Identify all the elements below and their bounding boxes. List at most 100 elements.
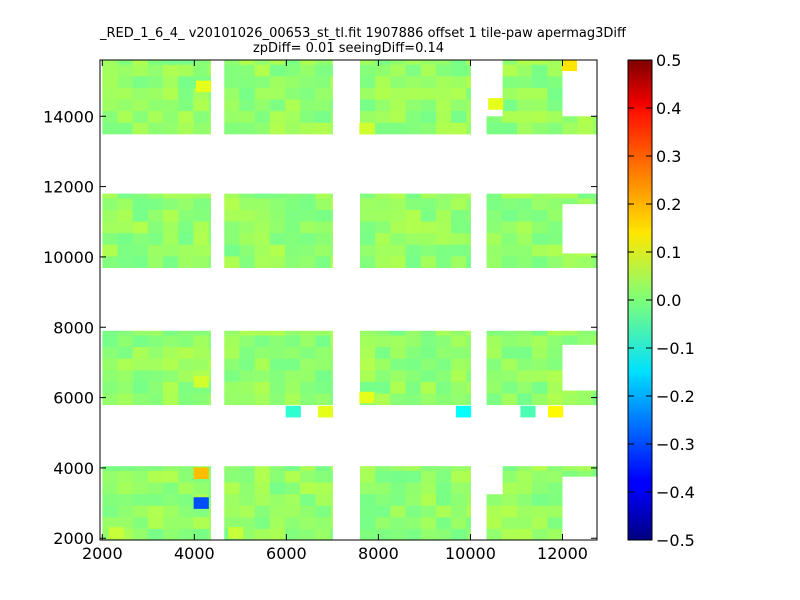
heatmap-cell xyxy=(547,505,563,518)
heatmap-cell xyxy=(117,369,134,382)
heatmap-cell xyxy=(466,466,471,471)
heatmap-cell xyxy=(451,330,467,336)
heatmap-cell xyxy=(147,209,164,222)
heatmap-cell xyxy=(208,244,211,257)
heatmap-cell xyxy=(284,470,301,483)
heatmap-cell xyxy=(147,193,164,199)
heatmap-cell xyxy=(269,481,286,495)
heatmap-cell xyxy=(193,197,210,210)
heatmap-cell xyxy=(254,481,271,495)
heatmap-cell xyxy=(532,493,548,506)
heatmap-cell xyxy=(435,87,452,100)
heatmap-cell xyxy=(163,516,179,529)
heatmap-cell xyxy=(466,232,471,245)
heatmap-cell xyxy=(466,516,471,529)
heatmap-cell xyxy=(532,381,548,394)
heatmap-cell xyxy=(224,466,240,471)
heatmap-cell xyxy=(547,75,563,88)
heatmap-cell xyxy=(163,334,179,348)
heatmap-cell xyxy=(466,87,471,100)
heatmap-cell xyxy=(466,470,471,483)
heatmap-cell xyxy=(132,516,149,529)
heatmap-cell xyxy=(420,358,437,371)
heatmap-cell xyxy=(330,346,333,359)
heatmap-cell xyxy=(577,255,594,268)
y-tick-label: 14000 xyxy=(43,107,94,126)
heatmap-cell xyxy=(117,255,134,268)
heatmap-cell xyxy=(132,466,149,471)
heatmap-cell xyxy=(208,255,211,268)
heatmap-cell xyxy=(193,334,210,348)
chart-subtitle: zpDiff= 0.01 seeingDiff=0.14 xyxy=(252,41,445,56)
heatmap-cell xyxy=(208,221,211,234)
heatmap-cell xyxy=(547,346,563,359)
heatmap-cell xyxy=(390,466,407,471)
heatmap-cell xyxy=(592,334,597,348)
heatmap-cell xyxy=(516,75,533,88)
heatmap-cell xyxy=(147,60,164,65)
heatmap-cell xyxy=(532,505,548,518)
heatmap-cell xyxy=(315,75,332,88)
heatmap-cell xyxy=(405,330,422,336)
heatmap-cell xyxy=(486,516,503,529)
heatmap-cell xyxy=(435,481,452,495)
heatmap-cell xyxy=(592,193,597,199)
heatmap-cell xyxy=(562,122,579,135)
heatmap-cell xyxy=(435,369,452,382)
heatmap-cell xyxy=(405,75,422,88)
heatmap-cell xyxy=(300,122,316,135)
heatmap-cell xyxy=(117,110,134,123)
heatmap-cell xyxy=(390,369,407,382)
heatmap-cell xyxy=(269,193,286,199)
heatmap-cell xyxy=(451,393,467,406)
colorbar-tick-label: 0.4 xyxy=(656,99,681,118)
heatmap-cell xyxy=(360,110,376,123)
heatmap-cell xyxy=(269,334,286,348)
heatmap-cell xyxy=(330,470,333,483)
heatmap-cell xyxy=(532,393,548,406)
heatmap-cell xyxy=(562,193,579,199)
heatmap-cell xyxy=(315,381,332,394)
heatmap-cell xyxy=(451,466,467,471)
heatmap-cell xyxy=(208,197,211,210)
heatmap-cell xyxy=(254,110,271,123)
heatmap-cell xyxy=(117,381,134,394)
heatmap-cell xyxy=(239,122,256,135)
heatmap-cell xyxy=(239,197,256,210)
heatmap-cell xyxy=(163,393,179,406)
heatmap-cell xyxy=(163,493,179,506)
heatmap-cell xyxy=(102,255,118,268)
heatmap-cell xyxy=(532,193,548,199)
heatmap-cell xyxy=(132,334,149,348)
heatmap-cell xyxy=(405,505,422,518)
heatmap-cell xyxy=(315,481,332,495)
heatmap-cells xyxy=(102,60,597,540)
heatmap-cell xyxy=(132,122,149,135)
heatmap-cell xyxy=(239,193,256,199)
heatmap-cell xyxy=(547,330,563,336)
heatmap-cell xyxy=(269,330,286,336)
heatmap-cell xyxy=(132,470,149,483)
heatmap-cell xyxy=(390,232,407,245)
heatmap-cell xyxy=(117,528,134,540)
heatmap-cell xyxy=(284,393,301,406)
heatmap-cell xyxy=(375,64,391,77)
heatmap-cell xyxy=(117,221,134,234)
heatmap-cell xyxy=(102,493,118,506)
heatmap-cell xyxy=(435,381,452,394)
heatmap-cell xyxy=(501,493,518,506)
heatmap-cell xyxy=(451,64,467,77)
heatmap-cell xyxy=(486,505,503,518)
heatmap-cell xyxy=(147,334,164,348)
heatmap-cell xyxy=(375,466,391,471)
heatmap-cell xyxy=(300,87,316,100)
heatmap-cell xyxy=(224,99,240,112)
heatmap-cell xyxy=(360,466,376,471)
heatmap-cell xyxy=(163,255,179,268)
heatmap-cell xyxy=(390,221,407,234)
heatmap-cell xyxy=(435,334,452,348)
heatmap-cell xyxy=(239,64,256,77)
heatmap-cell xyxy=(102,75,118,88)
heatmap-cell xyxy=(315,99,332,112)
heatmap-cell xyxy=(284,330,301,336)
